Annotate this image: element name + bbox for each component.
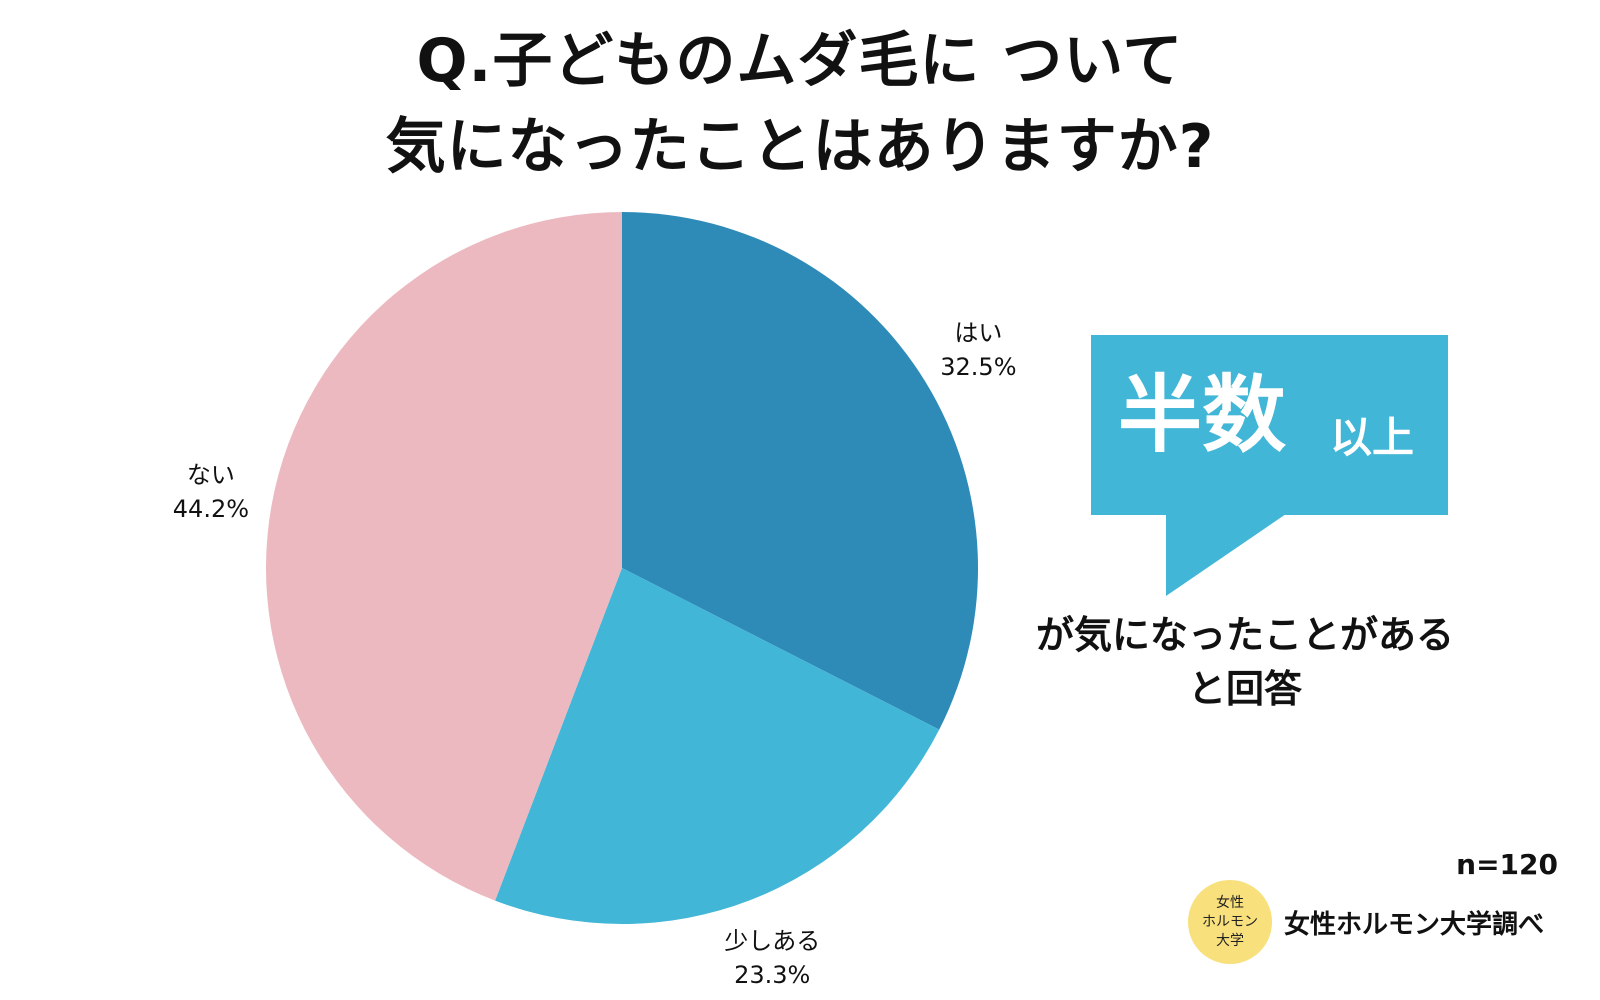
badge-line-3: 大学: [1216, 932, 1244, 949]
callout-caption-line-1: が気になったことがある: [1035, 613, 1454, 657]
sample-size: n=120: [1456, 848, 1558, 881]
pie-slice-1: [495, 568, 940, 924]
callout-small-text: 以上: [1330, 413, 1415, 462]
slice-label-name: ない: [186, 461, 235, 490]
callout-main-text: 半数: [1118, 366, 1287, 464]
pie-slice-2: [266, 211, 622, 901]
slice-label-name: 少しある: [724, 927, 821, 956]
badge-line-2: ホルモン: [1202, 913, 1258, 930]
slice-label-1: 少しある 23.3%: [724, 924, 820, 992]
callout-tail: [1166, 514, 1286, 596]
callout-caption: が気になったことがある と回答: [990, 608, 1500, 716]
badge-line-1: 女性: [1216, 894, 1244, 911]
slice-label-2: ない 44.2%: [173, 458, 249, 526]
source-logo-badge: 女性 ホルモン 大学: [1188, 880, 1272, 964]
slice-label-0: はい 32.5%: [940, 316, 1016, 384]
title-line-2: 気になったことはありますか?: [385, 112, 1215, 182]
slice-label-name: はい: [954, 318, 1003, 347]
slice-label-value: 32.5%: [940, 352, 1017, 381]
title-line-1: Q.子どものムダ毛に ついて: [416, 26, 1184, 96]
slice-label-value: 44.2%: [172, 495, 250, 524]
slice-label-value: 23.3%: [734, 961, 811, 990]
chart-title: Q.子どものムダ毛に ついて 気になったことはありますか?: [0, 18, 1600, 190]
pie-slice-0: [622, 212, 978, 730]
source-text: 女性ホルモン大学調べ: [1284, 910, 1545, 940]
callout-box: [1091, 335, 1448, 515]
callout-caption-line-2: と回答: [1187, 667, 1302, 711]
